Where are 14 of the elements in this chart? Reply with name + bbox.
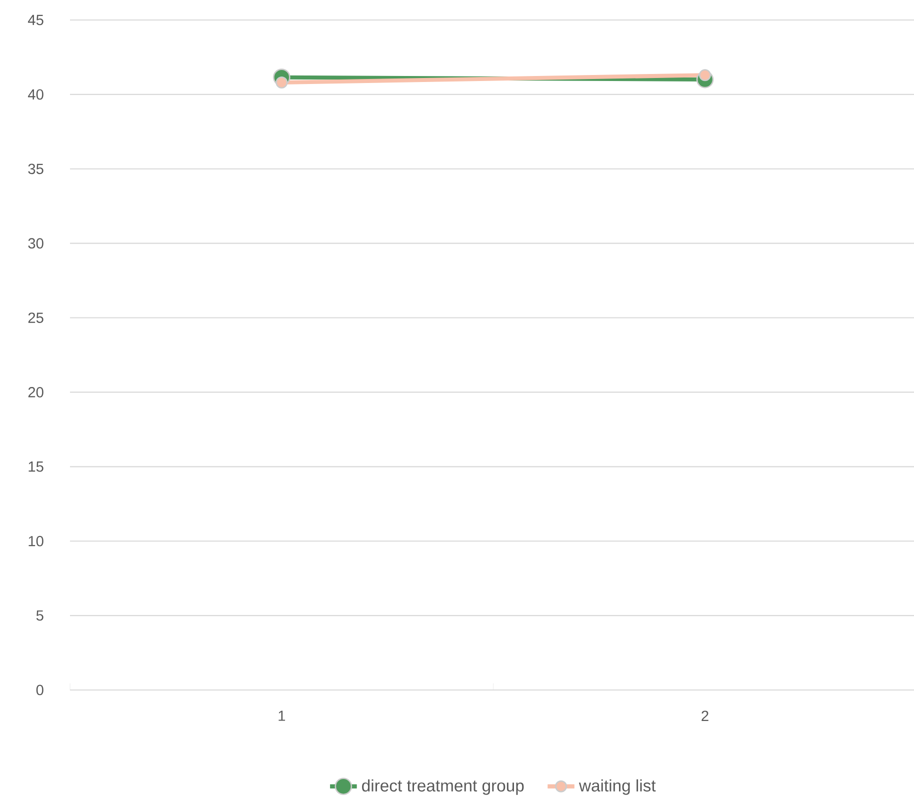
y-tick-label: 0 bbox=[36, 684, 44, 696]
y-tick-label: 5 bbox=[36, 610, 44, 621]
y-tick-label: 15 bbox=[28, 462, 44, 472]
x-tick-label: 2 bbox=[702, 710, 708, 721]
y-tick-label: 25 bbox=[28, 312, 44, 323]
legend-label: waiting list bbox=[578, 779, 656, 795]
legend-label: direct treatment group bbox=[362, 779, 524, 795]
y-tick-label: 35 bbox=[28, 164, 44, 174]
y-tick-label: 20 bbox=[28, 387, 44, 398]
y-tick-label: 10 bbox=[28, 536, 44, 546]
y-tick-label: 40 bbox=[28, 89, 44, 100]
y-tick-label: 45 bbox=[28, 14, 44, 26]
y-tick-label: 30 bbox=[28, 238, 44, 249]
x-tick-label: 1 bbox=[278, 710, 286, 721]
